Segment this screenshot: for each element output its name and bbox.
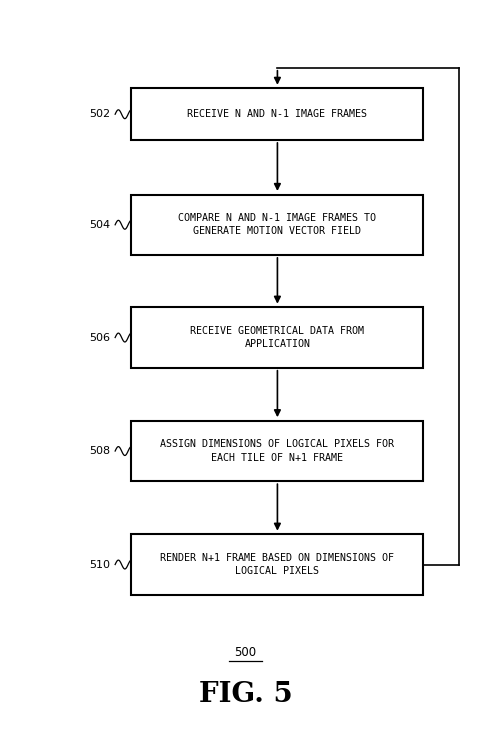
Text: 500: 500	[234, 646, 257, 659]
Text: FIG. 5: FIG. 5	[199, 681, 292, 708]
Text: 504: 504	[89, 220, 111, 230]
Bar	[131, 88, 423, 140]
Text: 502: 502	[89, 109, 111, 119]
Text: RECEIVE N AND N-1 IMAGE FRAMES: RECEIVE N AND N-1 IMAGE FRAMES	[188, 109, 367, 119]
Text: 508: 508	[89, 446, 111, 456]
Text: 506: 506	[89, 332, 110, 343]
Text: RECEIVE GEOMETRICAL DATA FROM
APPLICATION: RECEIVE GEOMETRICAL DATA FROM APPLICATIO…	[191, 326, 364, 349]
Bar	[131, 534, 423, 595]
Text: COMPARE N AND N-1 IMAGE FRAMES TO
GENERATE MOTION VECTOR FIELD: COMPARE N AND N-1 IMAGE FRAMES TO GENERA…	[178, 213, 377, 237]
Bar	[131, 307, 423, 368]
Bar	[131, 195, 423, 255]
Bar	[131, 421, 423, 481]
Text: RENDER N+1 FRAME BASED ON DIMENSIONS OF
LOGICAL PIXELS: RENDER N+1 FRAME BASED ON DIMENSIONS OF …	[161, 553, 394, 576]
Text: ASSIGN DIMENSIONS OF LOGICAL PIXELS FOR
EACH TILE OF N+1 FRAME: ASSIGN DIMENSIONS OF LOGICAL PIXELS FOR …	[161, 439, 394, 463]
Text: 510: 510	[89, 559, 110, 570]
